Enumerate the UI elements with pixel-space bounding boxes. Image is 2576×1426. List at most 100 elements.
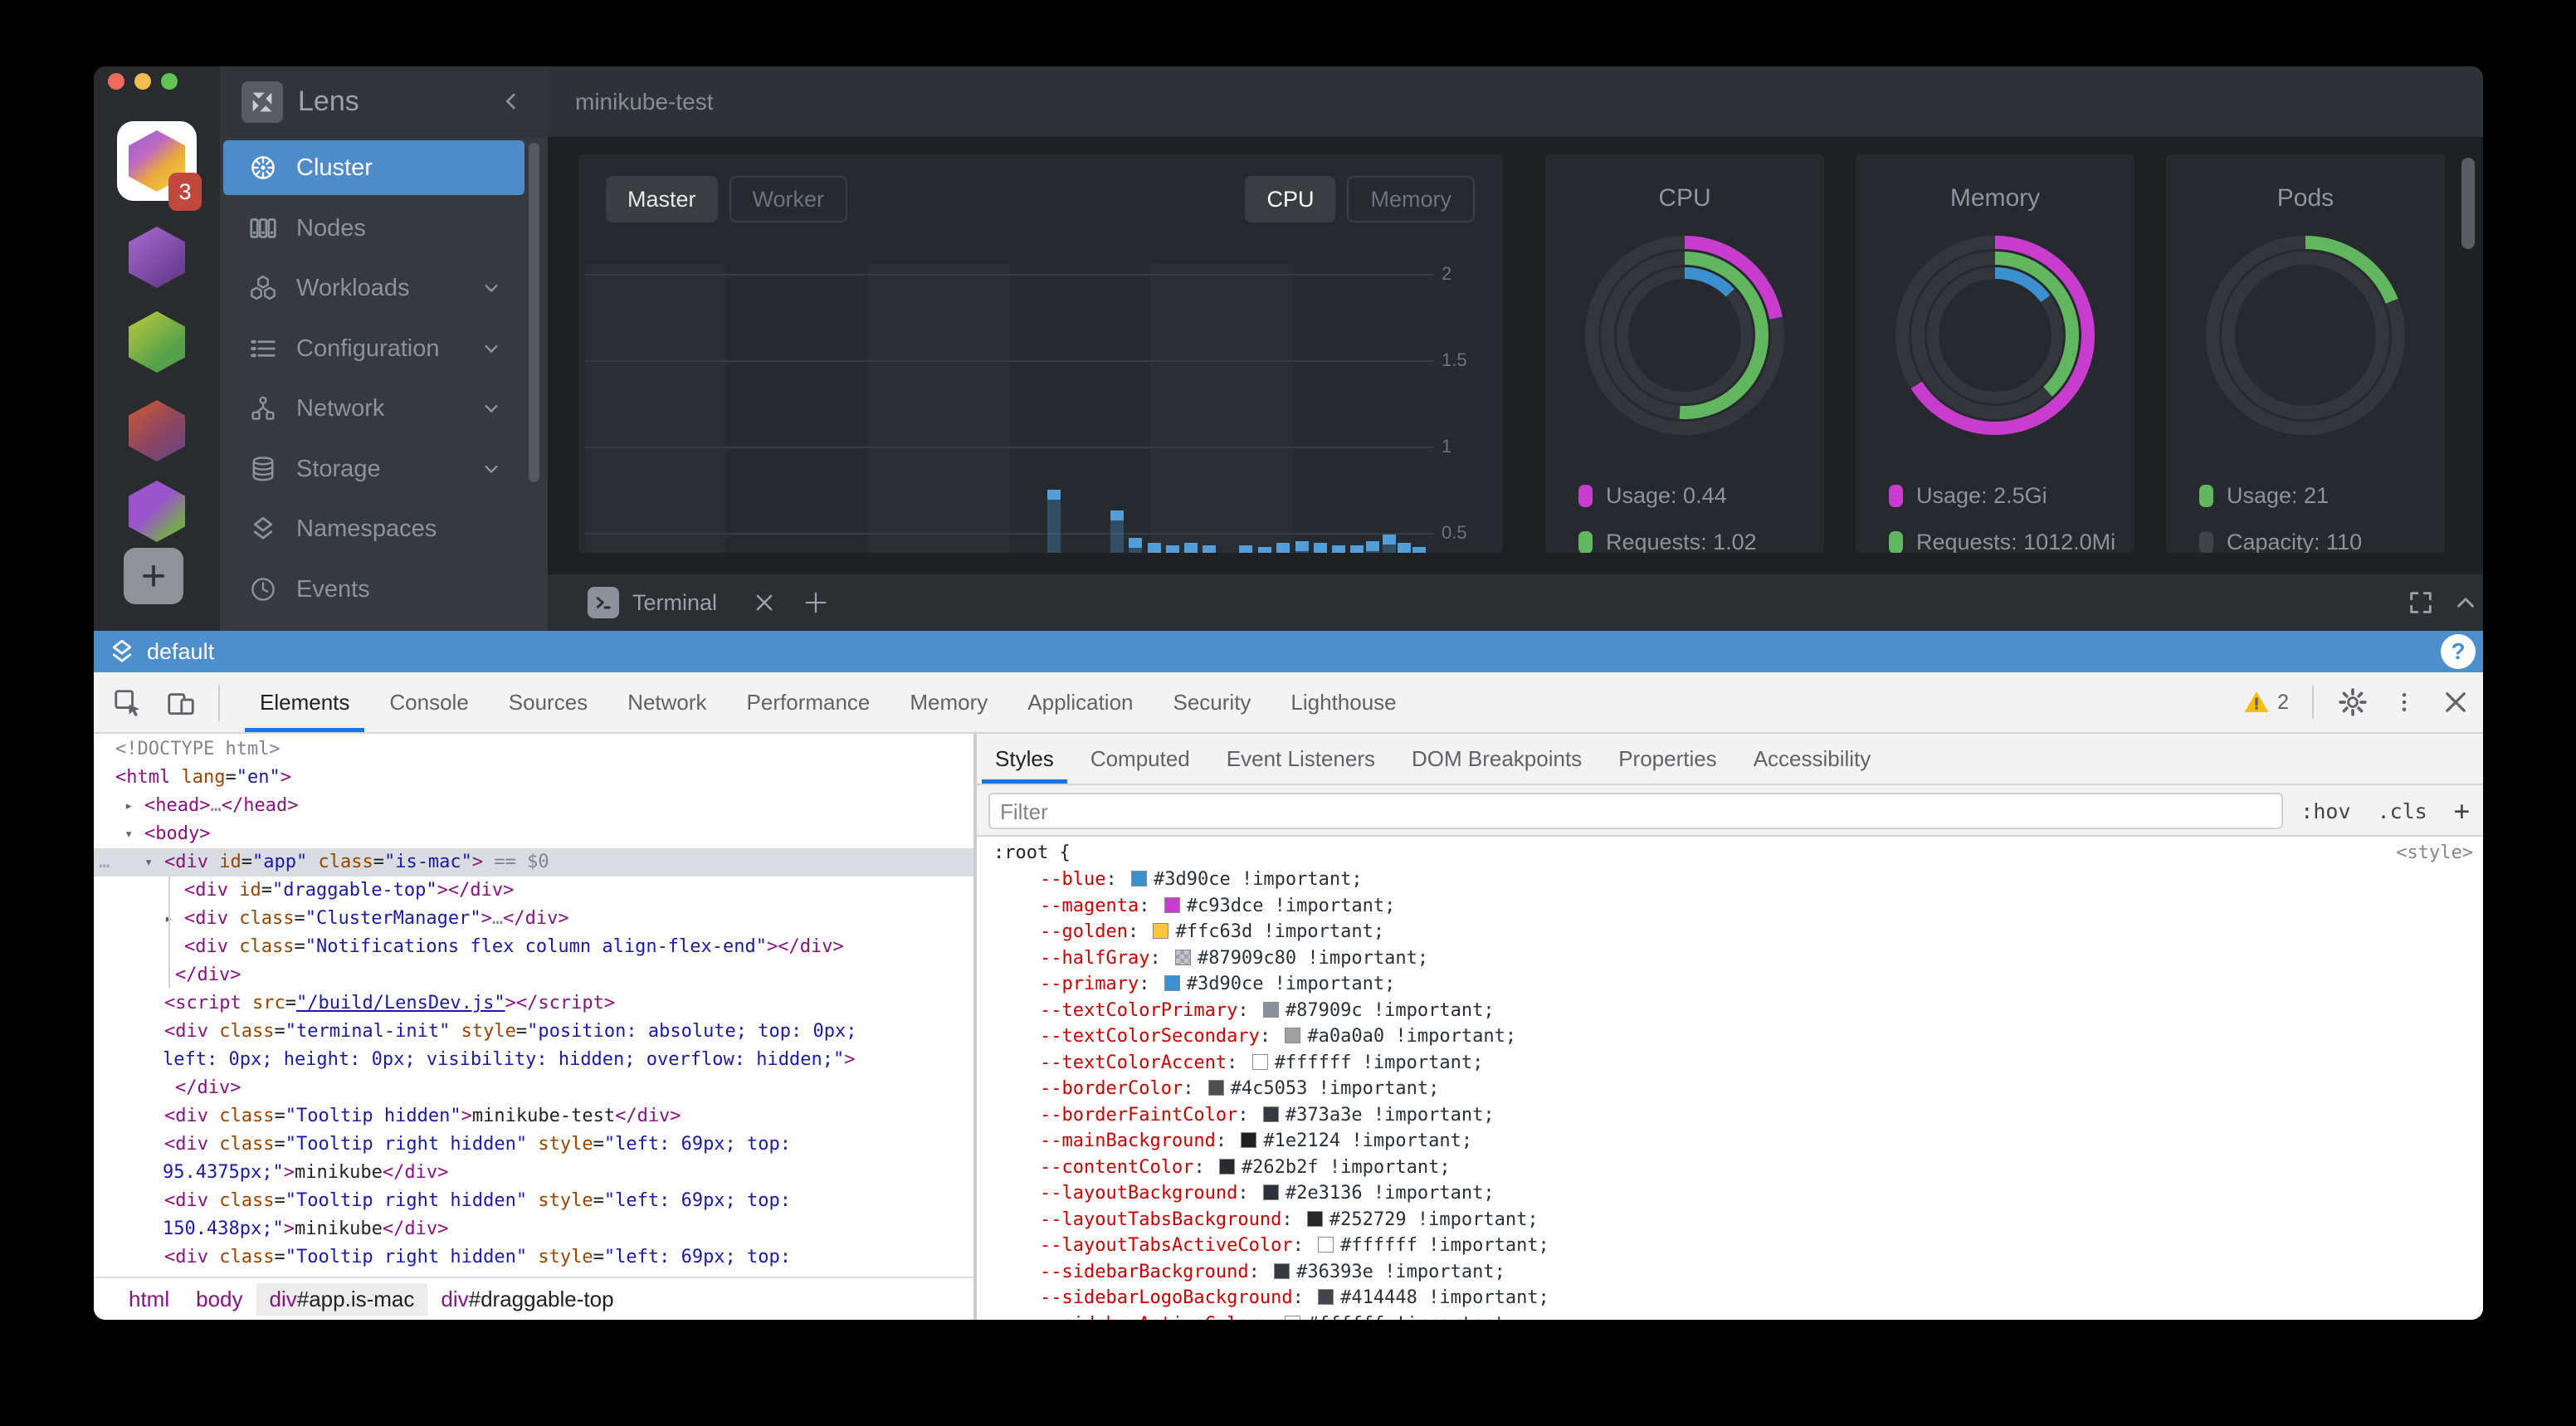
css-variable-row[interactable]: --blue: #3d90ce !important; [1040,869,1363,890]
color-swatch[interactable] [1262,1106,1279,1122]
color-swatch[interactable] [1285,1028,1301,1043]
styles-tab-event-listeners[interactable]: Event Listeners [1226,746,1375,771]
element-classes-toggle[interactable]: .cls [2377,798,2427,823]
window-zoom-button[interactable] [161,73,178,90]
breadcrumb-item[interactable]: body [196,1286,243,1311]
color-swatch[interactable] [1164,975,1180,991]
add-cluster-button[interactable]: + [124,548,183,604]
css-variable-row[interactable]: --primary: #3d90ce !important; [1040,974,1396,994]
metric-tab-memory[interactable]: Memory [1347,176,1475,222]
terminal-new-tab-icon[interactable] [802,588,830,617]
styles-tab-styles[interactable]: Styles [977,734,1072,784]
window-close-button[interactable] [108,73,124,90]
color-swatch[interactable] [1164,896,1180,913]
devtools-close-icon[interactable] [2440,686,2471,718]
more-options-icon[interactable] [2392,686,2417,718]
sidebar-scrollbar[interactable] [529,143,539,482]
color-swatch[interactable] [1306,1210,1323,1227]
inspect-element-icon[interactable] [112,687,144,719]
styles-tab-dom-breakpoints[interactable]: DOM Breakpoints [1412,746,1583,771]
color-swatch[interactable] [1318,1289,1334,1305]
css-variable-row[interactable]: --layoutTabsActiveColor: #ffffff !import… [1040,1235,1549,1256]
content-scrollbar[interactable] [2461,158,2475,249]
dom-tree-node[interactable]: <div class="Notifications flex column al… [94,933,973,961]
dom-tree-node[interactable]: ▾ <body> [94,820,973,848]
color-swatch[interactable] [1262,1001,1279,1018]
styles-tab-accessibility[interactable]: Accessibility [1753,746,1871,771]
css-variable-row[interactable]: --textColorAccent: #ffffff !important; [1040,1052,1484,1073]
css-variable-row[interactable]: --contentColor: #262b2f !important; [1040,1156,1451,1178]
css-variable-row[interactable]: --sidebarActiveColor: #ffffff !important… [977,1311,2483,1320]
devtools-tab-application[interactable]: Application [1027,690,1134,715]
devtools-tab-sources[interactable]: Sources [508,690,588,715]
css-variable-row[interactable]: --golden: #ffc63d !important; [1040,921,1385,942]
css-variable-row[interactable]: --layoutTabsBackground: #252729 !importa… [1040,1209,1539,1230]
sidebar-item-workloads[interactable]: Workloads [223,261,524,315]
devtools-tab-elements[interactable]: Elements [240,672,369,732]
help-button[interactable]: ? [2441,634,2476,669]
cluster-button[interactable] [129,481,185,542]
css-variable-row[interactable]: --sidebarLogoBackground: #414448 !import… [1040,1287,1549,1308]
breadcrumb-item[interactable]: div#app.is-mac [256,1282,428,1316]
devtools-tab-performance[interactable]: Performance [746,690,871,715]
breadcrumb-item[interactable]: html [129,1286,170,1311]
styles-filter-input[interactable]: Filter [988,793,2283,829]
sidebar-item-network[interactable]: Network [223,381,524,436]
color-swatch[interactable] [1285,1315,1301,1320]
sidebar-item-nodes[interactable]: Nodes [223,201,524,256]
dom-tree-node[interactable]: ▸ <head>…</head> [94,792,973,820]
css-variable-row[interactable]: --magenta: #c93dce !important; [1040,895,1396,916]
dom-tree-node[interactable]: <div class="Tooltip right hidden" style=… [94,1131,973,1159]
styles-tab-properties[interactable]: Properties [1618,746,1717,771]
breadcrumb-item[interactable]: div#draggable-top [441,1286,614,1311]
devtools-tab-console[interactable]: Console [389,690,469,715]
dom-tree-node[interactable]: 150.438px;">minikube</div> [94,1215,973,1243]
css-variable-row[interactable]: --borderColor: #4c5053 !important; [1040,1078,1440,1099]
terminal-tab-label[interactable]: Terminal [632,590,718,615]
dock-expand-icon[interactable] [2407,588,2435,617]
dom-tree-node[interactable]: </div> [94,961,973,989]
active-cluster-button[interactable] [117,121,197,201]
cluster-button[interactable] [129,227,185,288]
color-swatch[interactable] [1318,1237,1334,1253]
devtools-tab-memory[interactable]: Memory [910,690,988,715]
devtools-tab-lighthouse[interactable]: Lighthouse [1290,690,1397,715]
dom-tree-node[interactable]: <!DOCTYPE html> [94,735,973,764]
dom-tree-node[interactable]: <script src="/build/LensDev.js"></script… [94,989,973,1018]
device-toolbar-icon[interactable] [165,687,197,719]
metric-tab-cpu[interactable]: CPU [1245,176,1336,222]
settings-gear-icon[interactable] [2337,686,2369,718]
tree-collapsed-arrow[interactable]: ▸ [124,798,134,814]
sidebar-item-storage[interactable]: Storage [223,442,524,496]
css-variable-row[interactable]: --textColorSecondary: #a0a0a0 !important… [1040,1026,1517,1047]
styles-tab-computed[interactable]: Computed [1090,746,1190,771]
panel-divider[interactable] [973,734,977,1320]
color-swatch[interactable] [1208,1080,1224,1096]
css-variable-row[interactable]: --textColorPrimary: #87909c !important; [1040,999,1495,1021]
dom-tree-node[interactable]: <div id="draggable-top"></div> [94,877,973,905]
cluster-button[interactable] [129,400,185,461]
sidebar-collapse-icon[interactable] [498,88,524,115]
sidebar-item-configuration[interactable]: Configuration [223,321,524,376]
dom-tree-node[interactable]: <div class="Tooltip hidden">minikube-tes… [94,1102,973,1131]
color-swatch[interactable] [1262,1184,1279,1200]
dom-tree-node[interactable]: <div class="Tooltip right hidden" style=… [94,1187,973,1215]
color-swatch[interactable] [1130,871,1147,886]
tree-expanded-arrow[interactable]: ▾ [144,854,154,871]
color-swatch[interactable] [1174,949,1191,965]
pseudo-state-toggle[interactable]: :hov [2300,798,2351,823]
sidebar-item-namespaces[interactable]: Namespaces [223,501,524,556]
css-variable-row[interactable]: --mainBackground: #1e2124 !important; [1040,1131,1473,1151]
node-tab-master[interactable]: Master [606,176,718,222]
devtools-tab-security[interactable]: Security [1173,690,1251,715]
issues-badge[interactable]: 2 [2242,688,2289,716]
namespace-name[interactable]: default [147,639,215,664]
window-minimize-button[interactable] [134,73,151,90]
terminal-close-icon[interactable] [752,590,777,615]
node-tab-worker[interactable]: Worker [729,176,848,222]
dom-tree-node[interactable]: left: 0px; height: 0px; visibility: hidd… [94,1046,973,1074]
css-selector[interactable]: :root { [993,842,1071,863]
css-variable-row[interactable]: --sidebarBackground: #36393e !important; [1040,1261,1505,1282]
dock-open-icon[interactable] [2452,588,2480,617]
sidebar-item-cluster[interactable]: Cluster [223,140,524,195]
